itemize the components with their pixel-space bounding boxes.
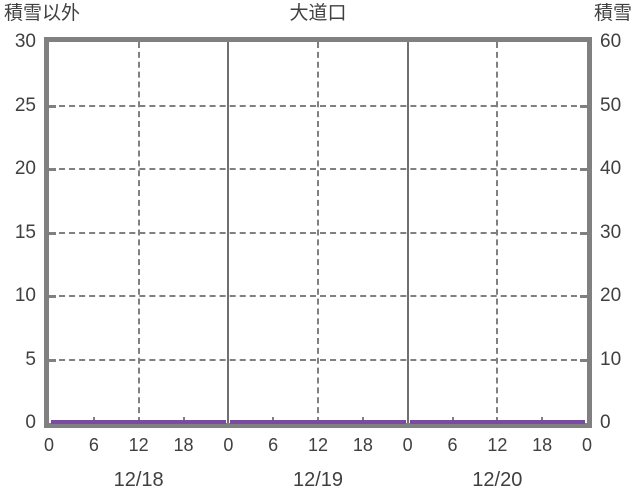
gridline-day-boundary (406, 42, 409, 423)
tick-mark-left (49, 104, 56, 108)
tick-mark-right (580, 358, 587, 362)
x-axis-hour-label: 6 (88, 435, 99, 455)
left-axis-title: 積雪以外 (4, 3, 81, 24)
series-line-segment (409, 420, 585, 424)
tick-mark-left (49, 295, 56, 298)
tick-mark-left (49, 358, 56, 362)
x-axis-hour-label: 0 (43, 435, 54, 455)
y-axis-left-tick-label: 0 (25, 412, 36, 433)
tick-mark-right (580, 231, 587, 235)
plot-area (44, 37, 592, 428)
x-axis-hour-label: 18 (352, 435, 373, 455)
x-axis-hour-label: 6 (268, 435, 279, 455)
y-axis-left-tick-label: 30 (14, 31, 36, 52)
y-axis-right-tick-label: 40 (600, 158, 622, 179)
x-axis-hour-label: 0 (581, 435, 592, 455)
x-axis-hour-label: 12 (487, 435, 508, 455)
y-axis-right-tick-label: 10 (600, 348, 622, 370)
y-axis-left-tick-label: 10 (14, 285, 36, 306)
y-axis-left-tick-label: 5 (25, 348, 36, 370)
tick-mark-left (49, 168, 56, 171)
tick-mark-right (580, 295, 587, 298)
axis-frame-right (587, 37, 592, 428)
axis-frame-top (44, 37, 592, 42)
gridline-day-boundary (227, 42, 230, 423)
y-axis-right-tick-label: 60 (600, 31, 622, 52)
x-axis-hour-label: 12 (128, 435, 149, 455)
y-axis-left-tick-label: 25 (14, 94, 36, 116)
series-line-segment (230, 420, 406, 424)
x-axis-date-label: 12/19 (292, 469, 344, 491)
tick-mark-right (580, 104, 587, 108)
y-axis-right-tick-label: 0 (600, 412, 611, 433)
y-axis-right-tick-label: 30 (600, 221, 622, 243)
x-axis-hour-label: 18 (173, 435, 194, 455)
x-axis-hour-label: 12 (307, 435, 329, 455)
gridline-vertical (137, 42, 140, 423)
axis-frame-bottom (44, 423, 592, 428)
gridline-vertical (317, 42, 319, 423)
chart-title: 大道口 (289, 3, 347, 24)
tick-mark-right (580, 168, 587, 171)
x-axis-hour-label: 0 (402, 435, 413, 455)
y-axis-right-tick-label: 50 (600, 94, 622, 116)
x-axis-hour-label: 0 (223, 435, 234, 455)
y-axis-right-tick-label: 20 (600, 285, 622, 306)
x-axis-hour-label: 6 (447, 435, 458, 455)
x-axis-date-label: 12/20 (472, 469, 523, 491)
right-axis-title: 積雪 (593, 3, 632, 24)
x-axis-hour-label: 18 (532, 435, 553, 455)
tick-mark-left (49, 231, 56, 235)
y-axis-left-tick-label: 15 (14, 221, 36, 243)
y-axis-left-tick-label: 20 (14, 158, 36, 179)
axis-frame-left (44, 37, 49, 428)
series-line-segment (51, 420, 227, 424)
gridline-vertical (496, 42, 499, 423)
x-axis-date-label: 12/18 (113, 469, 164, 491)
